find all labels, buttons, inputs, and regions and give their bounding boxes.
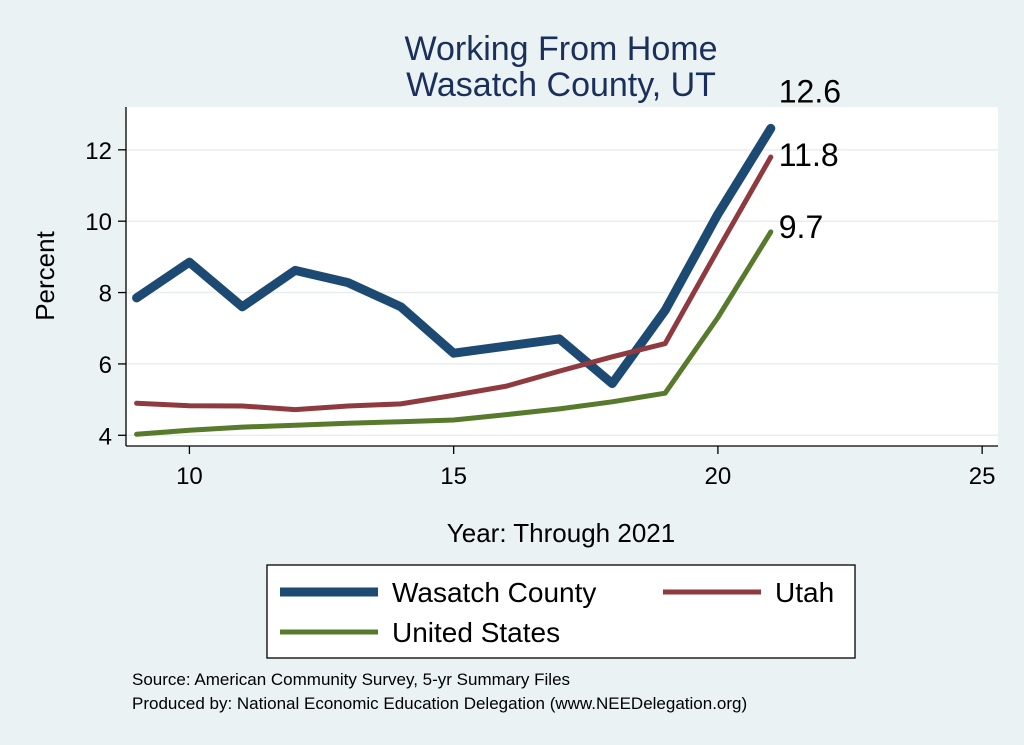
series-line-utah — [134, 154, 774, 413]
series-line-united-states — [134, 229, 774, 437]
end-label-united-states: 9.7 — [779, 209, 823, 245]
x-axis-label: Year: Through 2021 — [447, 518, 675, 548]
chart-title-line-1: Working From Home — [405, 30, 718, 68]
y-tick-label: 12 — [85, 138, 112, 165]
grid-lines — [126, 149, 998, 437]
y-tick-label: 8 — [99, 281, 112, 308]
chart-title-line-2: Wasatch County, UT — [406, 66, 716, 104]
legend-box — [266, 564, 856, 659]
y-ticks: 4 6 8 10 12 — [85, 138, 126, 450]
source-note: Source: American Community Survey, 5-yr … — [132, 670, 570, 689]
x-tick-label: 15 — [440, 463, 467, 490]
legend-label-wasatch-county: Wasatch County — [392, 577, 596, 608]
x-tick-label: 20 — [705, 463, 732, 490]
x-tick-label: 25 — [969, 463, 996, 490]
legend-label-utah: Utah — [775, 577, 834, 608]
plot-area — [126, 107, 998, 446]
end-label-wasatch-county: 12.6 — [779, 73, 841, 109]
x-tick-label: 10 — [176, 463, 203, 490]
end-labels: 12.6 11.8 9.7 — [779, 73, 841, 244]
x-ticks: 10 15 20 25 — [176, 446, 995, 490]
axes — [125, 107, 998, 447]
legend: Wasatch County Utah United States — [266, 564, 856, 659]
y-tick-label: 4 — [99, 423, 112, 450]
series-lines — [132, 123, 776, 437]
series-line-wasatch-county — [132, 123, 776, 389]
y-tick-label: 10 — [85, 209, 112, 236]
end-label-utah: 11.8 — [779, 137, 839, 173]
y-axis-label: Percent — [30, 230, 60, 320]
producer-note: Produced by: National Economic Education… — [132, 694, 747, 713]
legend-label-united-states: United States — [392, 617, 560, 648]
y-tick-label: 6 — [99, 352, 112, 379]
